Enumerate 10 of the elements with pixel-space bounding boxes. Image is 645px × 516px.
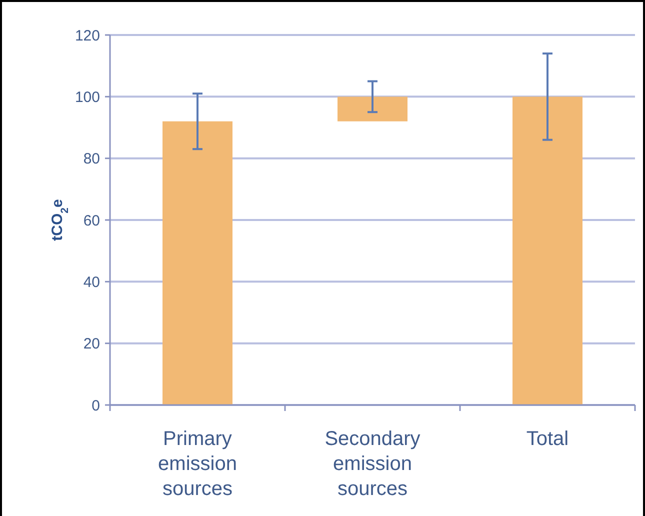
y-tick-label: 20 <box>83 336 100 353</box>
x-tick-label: Total <box>526 428 569 450</box>
y-tick-label: 40 <box>83 274 100 291</box>
y-tick-label: 100 <box>74 88 100 106</box>
x-tick-label: Secondary emission sources <box>324 428 420 500</box>
y-tick-label: 120 <box>74 27 100 44</box>
y-tick-label: 60 <box>83 212 100 230</box>
y-tick-label: 0 <box>92 397 100 414</box>
x-tick-label: Primary emission sources <box>158 428 237 500</box>
y-tick-label: 80 <box>83 150 100 168</box>
